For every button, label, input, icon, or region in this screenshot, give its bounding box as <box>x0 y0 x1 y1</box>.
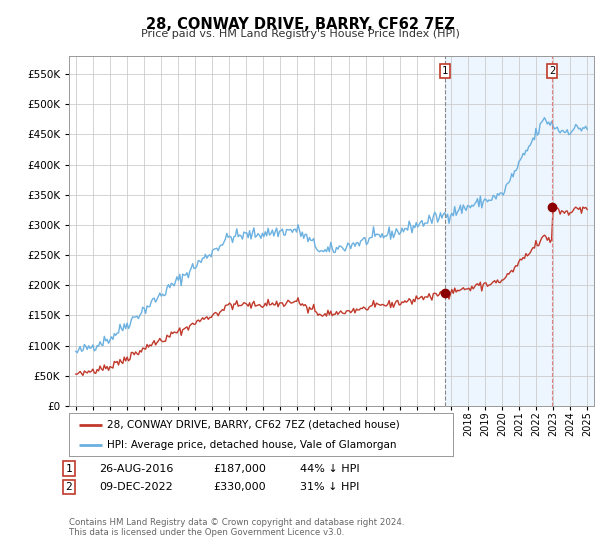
Text: Contains HM Land Registry data © Crown copyright and database right 2024.
This d: Contains HM Land Registry data © Crown c… <box>69 518 404 538</box>
Text: 44% ↓ HPI: 44% ↓ HPI <box>300 464 359 474</box>
Text: 2: 2 <box>549 66 555 76</box>
Text: HPI: Average price, detached house, Vale of Glamorgan: HPI: Average price, detached house, Vale… <box>107 440 397 450</box>
Text: 28, CONWAY DRIVE, BARRY, CF62 7EZ: 28, CONWAY DRIVE, BARRY, CF62 7EZ <box>146 17 454 32</box>
Bar <box>445 56 594 406</box>
Text: £330,000: £330,000 <box>213 482 266 492</box>
Text: 1: 1 <box>442 66 448 76</box>
Text: 26-AUG-2016: 26-AUG-2016 <box>99 464 173 474</box>
Text: £187,000: £187,000 <box>213 464 266 474</box>
Text: 31% ↓ HPI: 31% ↓ HPI <box>300 482 359 492</box>
Text: 2: 2 <box>65 482 73 492</box>
Text: 28, CONWAY DRIVE, BARRY, CF62 7EZ (detached house): 28, CONWAY DRIVE, BARRY, CF62 7EZ (detac… <box>107 420 400 430</box>
Text: Price paid vs. HM Land Registry's House Price Index (HPI): Price paid vs. HM Land Registry's House … <box>140 29 460 39</box>
Text: 09-DEC-2022: 09-DEC-2022 <box>99 482 173 492</box>
Text: 1: 1 <box>65 464 73 474</box>
